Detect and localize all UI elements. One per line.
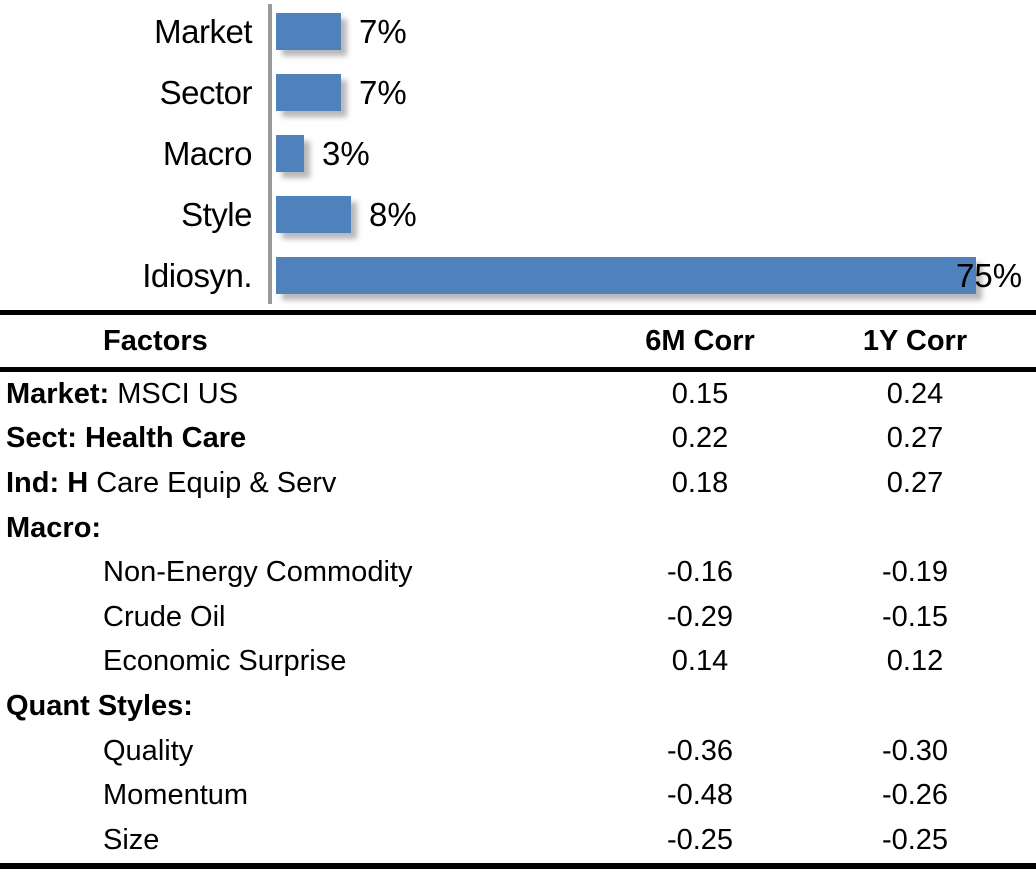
table-header-row: Factors 6M Corr 1Y Corr [0, 315, 1036, 367]
table-rule-bottom [0, 862, 1036, 869]
factor-bold-text: Quant Styles: [6, 689, 193, 722]
factor-cell: Market: MSCI US [0, 378, 580, 411]
factor-cell: Quality [0, 735, 580, 768]
corr-1y-cell: 0.27 [886, 422, 944, 455]
table-row: Size -0.25 -0.25 [0, 818, 1036, 863]
corr-1y-cell: -0.25 [881, 823, 949, 856]
chart-row: Style 8% [0, 184, 1036, 245]
corr-6m-cell: -0.36 [666, 734, 734, 767]
corr-6m-cell: -0.29 [666, 600, 734, 633]
factor-rest-text: Momentum [103, 779, 249, 812]
factor-rest-text: Size [103, 823, 160, 856]
corr-1y-cell: -0.19 [881, 556, 949, 589]
table-row: Macro: [0, 506, 1036, 551]
factor-bold-text: Market: [6, 377, 110, 410]
category-label: Macro [162, 135, 253, 172]
factor-cell: Crude Oil [0, 601, 580, 634]
factor-rest-text: Non-Energy Commodity [103, 556, 413, 589]
bar-value-label: 75% [956, 257, 1023, 294]
column-header-6m-corr: 6M Corr [645, 324, 755, 357]
factor-cell: Quant Styles: [0, 690, 580, 723]
table-row: Non-Energy Commodity -0.16 -0.19 [0, 550, 1036, 595]
bar-idiosyn [276, 257, 976, 294]
factor-rest-text: Quality [103, 734, 194, 767]
chart-row: Idiosyn. 75% [0, 245, 1036, 306]
category-label: Style [181, 196, 252, 233]
table-row: Ind: H Care Equip & Serv 0.18 0.27 [0, 461, 1036, 506]
table-row: Sect: Health Care 0.22 0.27 [0, 417, 1036, 462]
factor-cell: Momentum [0, 779, 580, 812]
factor-cell: Economic Surprise [0, 645, 580, 678]
corr-6m-cell: 0.15 [671, 377, 729, 410]
table-row: Economic Surprise 0.14 0.12 [0, 640, 1036, 685]
factor-cell: Non-Energy Commodity [0, 556, 580, 589]
category-label: Sector [159, 74, 253, 111]
chart-row: Market 7% [0, 1, 1036, 62]
factor-cell: Sect: Health Care [0, 422, 580, 455]
bar-style [276, 196, 351, 233]
bar-market [276, 13, 341, 50]
factor-cell: Size [0, 824, 580, 857]
table-rule-top [0, 310, 1036, 315]
bar-value-label: 7% [359, 74, 407, 111]
category-label: Market [154, 13, 252, 50]
corr-6m-cell: -0.16 [666, 556, 734, 589]
corr-1y-cell: -0.30 [881, 734, 949, 767]
corr-6m-cell: 0.22 [671, 422, 729, 455]
factor-bold-text: Macro: [6, 511, 102, 544]
bar-value-label: 7% [359, 13, 407, 50]
corr-6m-cell: -0.25 [666, 823, 734, 856]
corr-6m-cell: 0.14 [671, 645, 729, 678]
factor-rest-text: Crude Oil [103, 600, 226, 633]
risk-decomposition-chart: Market 7% Sector 7% Macro 3% Style 8% Idiosyn. 75… [0, 0, 1036, 310]
factor-correlation-table: Factors 6M Corr 1Y Corr Market: MSCI US 0… [0, 310, 1036, 869]
factor-cell: Macro: [0, 512, 580, 545]
table-row: Quality -0.36 -0.30 [0, 729, 1036, 774]
factor-rest-text: MSCI US [109, 377, 239, 410]
table-rule-header [0, 367, 1036, 372]
bar-sector [276, 74, 341, 111]
table-row: Market: MSCI US 0.15 0.24 [0, 372, 1036, 417]
chart-row: Sector 7% [0, 62, 1036, 123]
corr-6m-cell: -0.48 [666, 779, 734, 812]
corr-1y-cell: -0.26 [881, 779, 949, 812]
corr-1y-cell: -0.15 [881, 600, 949, 633]
table-row: Momentum -0.48 -0.26 [0, 773, 1036, 818]
table-body: Market: MSCI US 0.15 0.24 Sect: Health Care… [0, 372, 1036, 863]
bar-value-label: 8% [369, 196, 417, 233]
corr-6m-cell: 0.18 [671, 466, 729, 499]
column-header-factors: Factors [103, 324, 208, 357]
corr-1y-cell: 0.27 [886, 466, 944, 499]
table-row: Quant Styles: [0, 684, 1036, 729]
chart-axis-line [268, 4, 272, 304]
corr-1y-cell: 0.12 [886, 645, 944, 678]
factor-rest-text: Care Equip & Serv [88, 466, 337, 499]
category-label: Idiosyn. [142, 257, 252, 294]
factor-cell: Ind: H Care Equip & Serv [0, 467, 580, 500]
table-row: Crude Oil -0.29 -0.15 [0, 595, 1036, 640]
corr-1y-cell: 0.24 [886, 377, 944, 410]
factor-rest-text: Economic Surprise [103, 645, 347, 678]
bar-value-label: 3% [322, 135, 370, 172]
chart-row: Macro 3% [0, 123, 1036, 184]
bar-macro [276, 135, 304, 172]
factor-bold-text: Ind: H [6, 466, 89, 499]
factor-bold-text: Sect: Health Care [6, 422, 247, 455]
column-header-1y-corr: 1Y Corr [862, 324, 968, 357]
